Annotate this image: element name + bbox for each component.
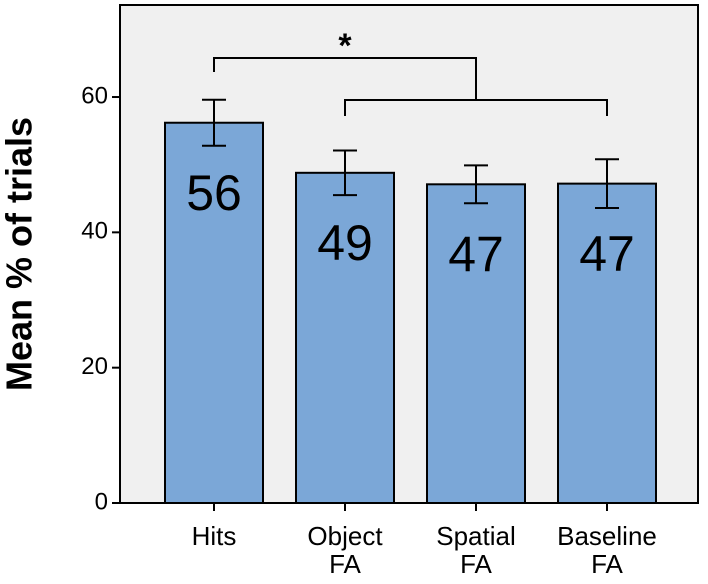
value-label: 49 xyxy=(317,215,373,271)
x-tick-label: Hits xyxy=(191,521,237,551)
y-axis-label: Mean % of trials xyxy=(0,117,40,391)
y-tick-label: 60 xyxy=(81,82,108,109)
x-tick-label: Baseline FA xyxy=(557,521,657,579)
y-tick-label: 40 xyxy=(81,218,108,245)
y-tick-label: 0 xyxy=(95,488,108,515)
x-tick-label: Spatial FA xyxy=(436,521,516,579)
bar xyxy=(557,182,657,504)
error-bar xyxy=(333,149,357,197)
significance-bracket xyxy=(213,57,608,116)
x-tick-label: Object FA xyxy=(307,521,383,579)
error-bar xyxy=(464,164,488,205)
value-label: 47 xyxy=(579,226,635,282)
value-label: 56 xyxy=(186,165,242,221)
y-tick-label: 20 xyxy=(81,353,108,380)
value-label: 47 xyxy=(448,227,504,283)
bar xyxy=(295,171,395,504)
error-bar xyxy=(202,98,226,147)
significance-marker: * xyxy=(338,27,352,65)
error-bar xyxy=(595,158,619,209)
